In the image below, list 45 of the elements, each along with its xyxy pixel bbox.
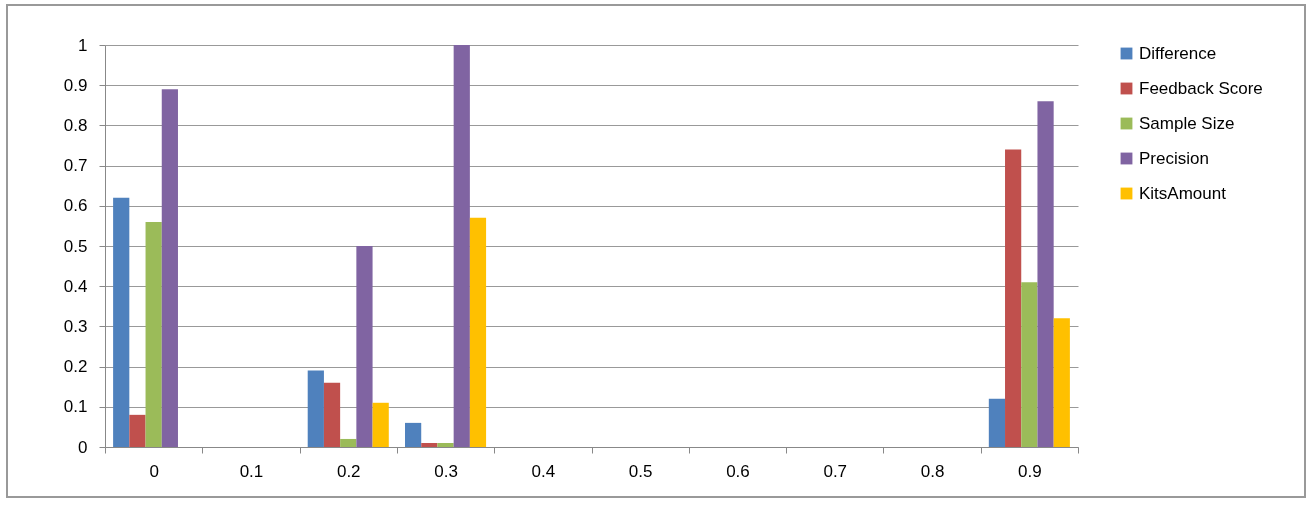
y-tick-label: 0.3 [63,316,88,336]
y-tick-label: 0.9 [63,75,88,95]
bar [113,197,130,447]
bar [405,422,422,447]
bar [161,89,178,447]
bar [1037,101,1054,447]
y-tick-label: 0.5 [63,236,88,256]
y-tick-label: 0.8 [63,115,88,135]
bar [340,438,357,447]
y-tick-label: 0.6 [63,196,88,216]
x-tick-label: 0 [149,461,159,481]
bar [453,45,470,447]
bar [469,217,487,447]
bar [1005,149,1022,447]
x-tick-label: 0.6 [726,461,750,481]
x-tick-label: 0.5 [628,461,653,481]
x-tick-label: 0.4 [531,461,556,481]
x-tick-label: 0.2 [336,461,361,481]
y-tick-label: 0.2 [63,357,88,377]
bar [1053,318,1070,447]
legend-label: KitsAmount [1139,183,1227,203]
bar [421,442,438,447]
bar [356,246,373,447]
bar [323,382,341,447]
y-tick-label: 0.1 [63,397,88,417]
bar [1021,282,1038,447]
bar [307,370,324,447]
legend-label: Difference [1139,43,1217,63]
legend-label: Precision [1139,148,1209,168]
legend-label: Sample Size [1139,113,1235,133]
y-tick-label: 1 [78,35,88,55]
y-tick-label: 0.7 [63,156,88,176]
legend-label: Feedback Score [1139,78,1263,98]
bar [129,414,146,447]
bar [145,221,162,447]
bar [437,442,454,447]
x-tick-label: 0.7 [823,461,848,481]
x-tick-label: 0.3 [434,461,458,481]
x-tick-label: 0.8 [920,461,945,481]
x-tick-label: 0.1 [239,461,264,481]
y-tick-label: 0 [78,437,88,457]
x-tick-label: 0.9 [1018,461,1042,481]
bar [372,402,389,447]
bar [988,398,1006,447]
y-tick-label: 0.4 [63,276,88,296]
